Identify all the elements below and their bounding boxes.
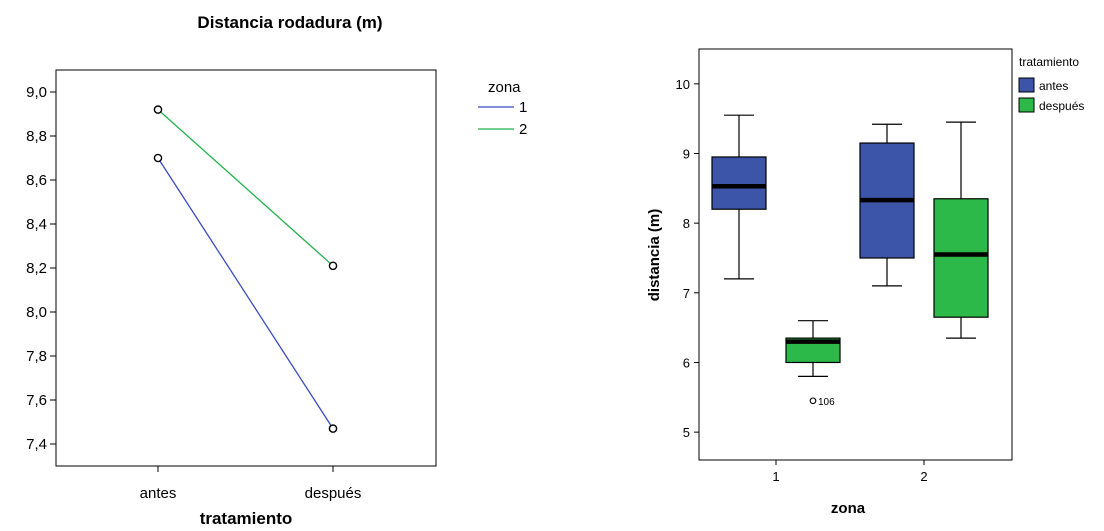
boxplot-x-tick-label: 1	[772, 469, 779, 484]
profile-series-line-zona-1	[157, 157, 334, 429]
boxplot-legend-label: antes	[1039, 79, 1068, 93]
profile-y-tick-label: 8,6	[26, 172, 47, 189]
boxplot-legend-label: después	[1039, 99, 1084, 113]
profile-y-tick-label: 8,2	[26, 260, 47, 277]
boxplot-y-tick-label: 6	[683, 355, 690, 370]
profile-y-tick-label: 9,0	[26, 84, 47, 101]
profile-point-marker	[153, 105, 163, 114]
box-outlier-label: 106	[818, 397, 835, 408]
profile-y-tick-label: 8,4	[26, 216, 47, 233]
box-después-zona-2	[933, 121, 989, 339]
boxplot-y-axis-label: distancia (m)	[646, 209, 663, 302]
profile-y-tick-label: 8,8	[26, 128, 47, 145]
profile-series	[153, 105, 338, 433]
profile-chart-title: Distancia rodadura (m)	[197, 13, 382, 32]
boxplot-x-tick-label: 2	[920, 469, 927, 484]
box-iqr	[933, 198, 989, 318]
profile-x-tick-label: después	[305, 485, 362, 502]
profile-x-axis: antes después	[140, 466, 362, 502]
profile-plot-area	[55, 69, 437, 467]
box-iqr	[711, 156, 767, 210]
profile-legend-label: 2	[519, 121, 527, 138]
boxplot-y-tick-label: 10	[676, 77, 690, 92]
profile-y-axis: 7,4 7,6 7,8 8,0 8,2 8,4 8,6 8,8 9,0	[26, 84, 56, 453]
boxplot-legend-swatch	[1018, 77, 1035, 93]
boxplot-y-tick-label: 5	[683, 425, 690, 440]
boxplot-legend-swatch	[1018, 97, 1035, 113]
boxplot-legend: tratamiento antes después	[1018, 55, 1084, 113]
profile-x-tick-label: antes	[140, 485, 177, 502]
profile-x-axis-label: tratamiento	[200, 509, 293, 528]
boxplot-legend-title: tratamiento	[1019, 55, 1079, 69]
boxplot-y-tick-label: 7	[683, 286, 690, 301]
profile-point-marker	[328, 424, 338, 433]
profile-point-marker	[153, 153, 163, 163]
profile-series-line-zona-2	[157, 109, 334, 267]
box-después-zona-1: 106	[785, 320, 841, 408]
boxplot-boxes: 106	[711, 114, 989, 408]
profile-y-tick-label: 7,6	[26, 392, 47, 409]
profile-y-tick-label: 7,8	[26, 348, 47, 365]
profile-legend-label: 1	[519, 99, 527, 116]
box-antes-zona-1	[711, 114, 767, 280]
box-outlier-marker	[809, 397, 817, 405]
boxplot-plot-area	[698, 48, 1013, 461]
box-antes-zona-2	[859, 123, 915, 287]
profile-chart: Distancia rodadura (m) 7,4 7,6 7,8 8,0 8,2 8,…	[26, 13, 527, 528]
profile-point-marker	[328, 261, 338, 271]
profile-y-tick-label: 8,0	[26, 304, 47, 321]
boxplot-y-tick-label: 8	[683, 216, 690, 231]
boxplot-y-axis: 5 6 7 8 9 10	[676, 77, 699, 440]
profile-y-tick-label: 7,4	[26, 436, 47, 453]
boxplot-y-tick-label: 9	[683, 146, 690, 161]
boxplot-x-axis-label: zona	[831, 500, 866, 517]
profile-legend: zona 1 2	[478, 79, 527, 138]
profile-legend-title: zona	[488, 79, 521, 96]
